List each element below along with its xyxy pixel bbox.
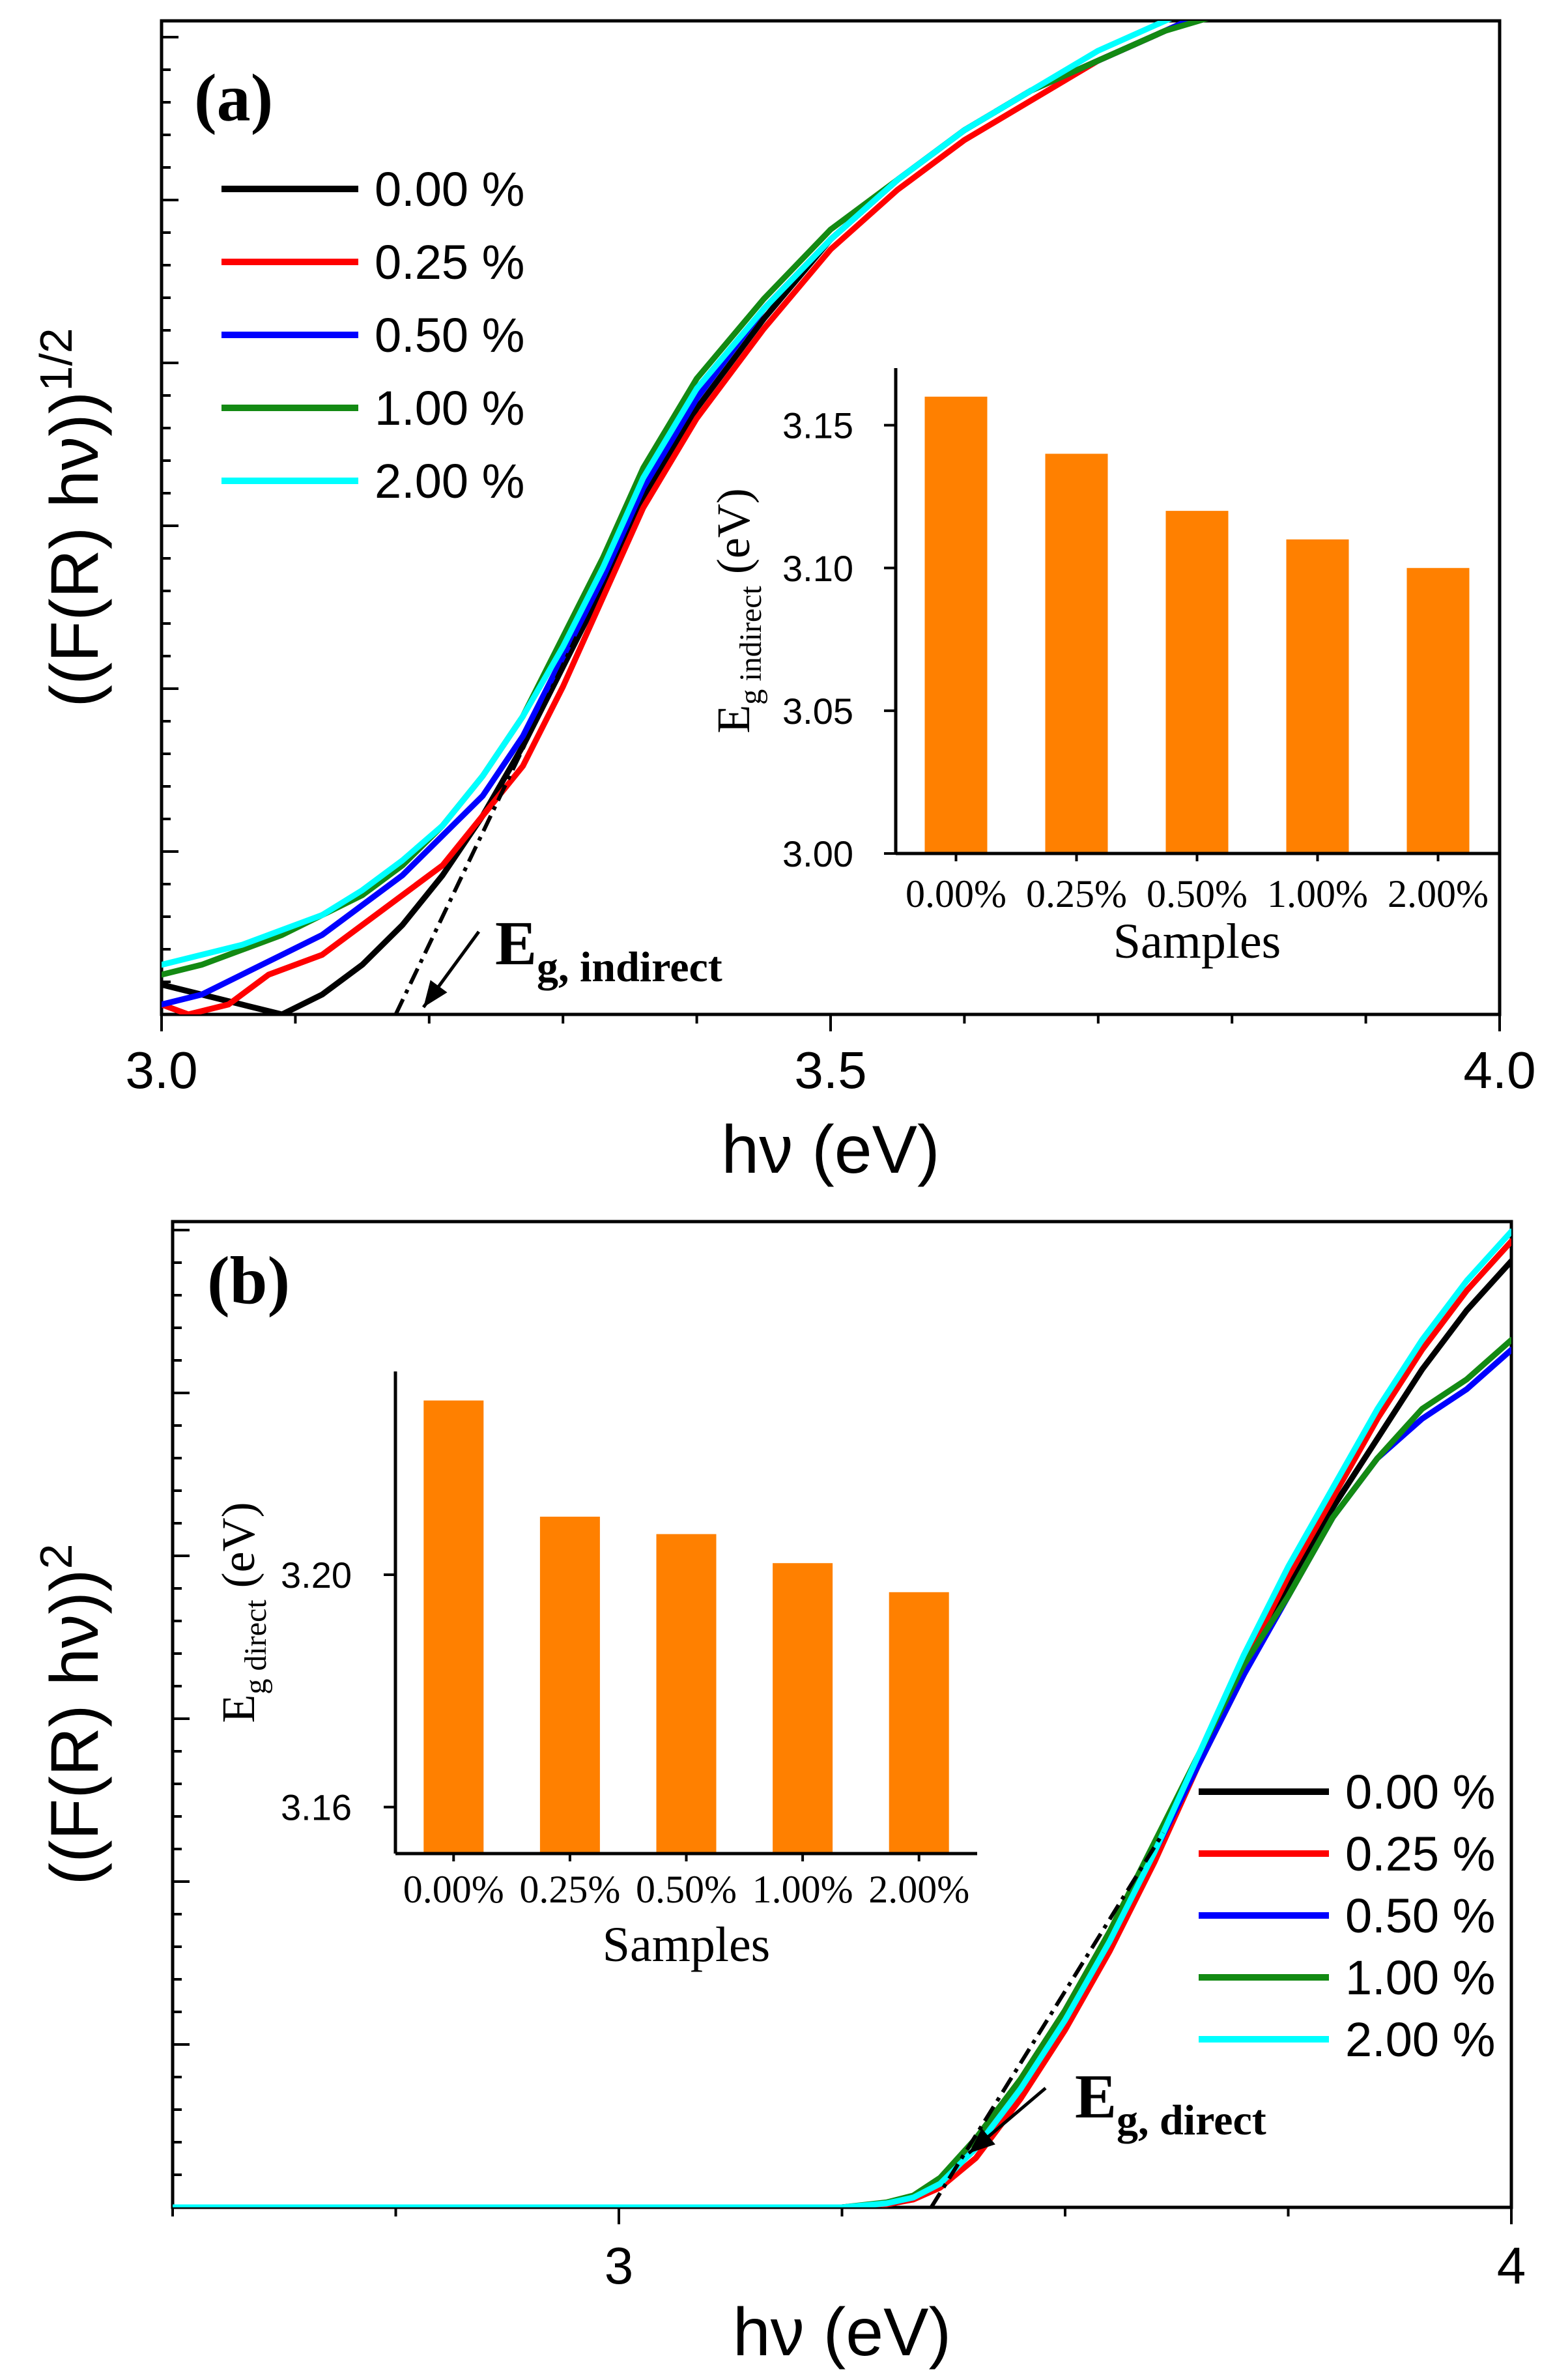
inset-bar (1165, 511, 1229, 853)
data-layer (173, 1228, 1511, 2207)
inset-x-axis-label: Samples (1113, 914, 1281, 969)
annotation-subscript: g, direct (1117, 2097, 1266, 2144)
legend-label: 0.50 % (375, 308, 524, 362)
inset-category-label: 2.00% (868, 1868, 969, 1911)
series-line-025 (162, 21, 1195, 1014)
x-tick-label: 3.0 (125, 1041, 197, 1099)
inset-y-label-subscript: g indirect (734, 586, 768, 705)
inset-bar (1286, 539, 1349, 853)
inset-bar (889, 1592, 949, 1854)
inset-bar (773, 1563, 833, 1854)
inset-y-label-main: E (707, 705, 760, 734)
tangent-line (393, 636, 578, 1014)
x-tick-label: 3.5 (794, 1041, 866, 1099)
legend-label: 2.00 % (1345, 2013, 1495, 2067)
inset-x-axis-label: Samples (603, 1917, 771, 1972)
inset-y-label-unit: (eV) (212, 1502, 264, 1599)
inset-y-tick-label: 3.16 (281, 1787, 352, 1828)
y-axis-label-main: ((F(R) hν)) (37, 392, 113, 708)
inset-y-tick-label: 3.05 (782, 691, 853, 732)
annotation-main: E (1075, 2061, 1117, 2131)
inset-bar (924, 396, 988, 853)
inset-category-label: 0.25% (519, 1868, 620, 1911)
y-axis-label-superscript: 1/2 (31, 328, 81, 391)
panel-a: 3.0 3.5 4.0 hν (eV) ((F(R) hν))1/2 (a) Eg, ind… (31, 19, 1536, 1188)
inset-y-tick-label: 3.15 (782, 405, 853, 446)
panel-label: (a) (194, 61, 273, 136)
series-line-200 (162, 21, 1173, 968)
legend-label: 0.50 % (1345, 1889, 1495, 1943)
series-line-050 (173, 1347, 1511, 2207)
panel-label: (b) (207, 1243, 290, 1318)
y-axis-label: ((F(R) hν))2 (31, 1543, 113, 1885)
panel-b: 3 4 hν (eV) ((F(R) hν))2 (b) Eg, direct 0.00 %… (31, 1220, 1526, 2370)
plot-frame (171, 1220, 1513, 2209)
y-axis-label-superscript: 2 (31, 1543, 81, 1569)
inset-category-label: 0.50% (1147, 872, 1248, 915)
inset-bar (1406, 567, 1470, 853)
inset-bar (656, 1534, 717, 1854)
inset-category-label: 1.00% (752, 1868, 853, 1911)
annotation-main: E (495, 908, 537, 978)
legend-label: 1.00 % (375, 381, 524, 435)
legend-label: 0.25 % (375, 235, 524, 289)
series-line-200 (173, 1228, 1511, 2207)
inset-bar-chart: 0.00% 0.25% 0.50% 1.00% 2.00% 3.00 3.05 3.10 3.1… (707, 368, 1498, 969)
inset-y-tick-label: 3.00 (782, 833, 853, 874)
inset-y-label-unit: (eV) (707, 488, 760, 586)
legend-label: 0.25 % (1345, 1827, 1495, 1881)
legend-label: 1.00 % (1345, 1951, 1495, 2005)
x-axis-label: hν (eV) (721, 1112, 939, 1188)
series-line-100 (162, 21, 1209, 978)
legend-label: 0.00 % (1345, 1765, 1495, 1819)
bandgap-annotation: Eg, indirect (495, 908, 722, 991)
legend-label: 2.00 % (375, 454, 524, 508)
inset-y-label-subscript: g direct (238, 1599, 273, 1695)
inset-category-label: 0.00% (906, 872, 1006, 915)
inset-bar (1045, 453, 1108, 853)
inset-category-label: 2.00% (1388, 872, 1489, 915)
y-axis-label-main: ((F(R) hν)) (37, 1569, 113, 1885)
annotation-arrow-head (969, 2128, 995, 2153)
inset-category-label: 0.00% (403, 1868, 504, 1911)
inset-bar (423, 1400, 484, 1854)
bandgap-annotation: Eg, direct (1075, 2061, 1266, 2144)
x-tick-label: 4 (1497, 2237, 1526, 2295)
series-line-025 (173, 1238, 1511, 2207)
inset-category-label: 0.50% (636, 1868, 737, 1911)
legend-label: 0.00 % (375, 162, 524, 216)
series-line-000 (173, 1258, 1511, 2207)
tangent-line (929, 1831, 1165, 2207)
inset-bar (539, 1516, 600, 1854)
x-tick-label: 3 (605, 2237, 634, 2295)
data-layer (162, 21, 1209, 1014)
inset-y-axis-label: Eg indirect (eV) (707, 488, 768, 734)
x-tick-label: 4.0 (1463, 1041, 1535, 1099)
inset-y-label-main: E (212, 1695, 264, 1723)
inset-category-label: 0.25% (1026, 872, 1127, 915)
y-axis-label: ((F(R) hν))1/2 (31, 328, 113, 707)
inset-y-tick-label: 3.20 (281, 1555, 352, 1596)
x-axis-label: hν (eV) (733, 2295, 951, 2370)
inset-category-label: 1.00% (1267, 872, 1368, 915)
annotation-arrow-head (423, 980, 448, 1007)
inset-y-tick-label: 3.10 (782, 548, 853, 589)
inset-y-axis-label: Eg direct (eV) (212, 1502, 273, 1723)
inset-bar-chart: 0.00% 0.25% 0.50% 1.00% 2.00% 3.16 3.20 Samples… (212, 1371, 977, 1972)
annotation-subscript: g, indirect (537, 943, 722, 991)
series-line-100 (173, 1337, 1511, 2207)
